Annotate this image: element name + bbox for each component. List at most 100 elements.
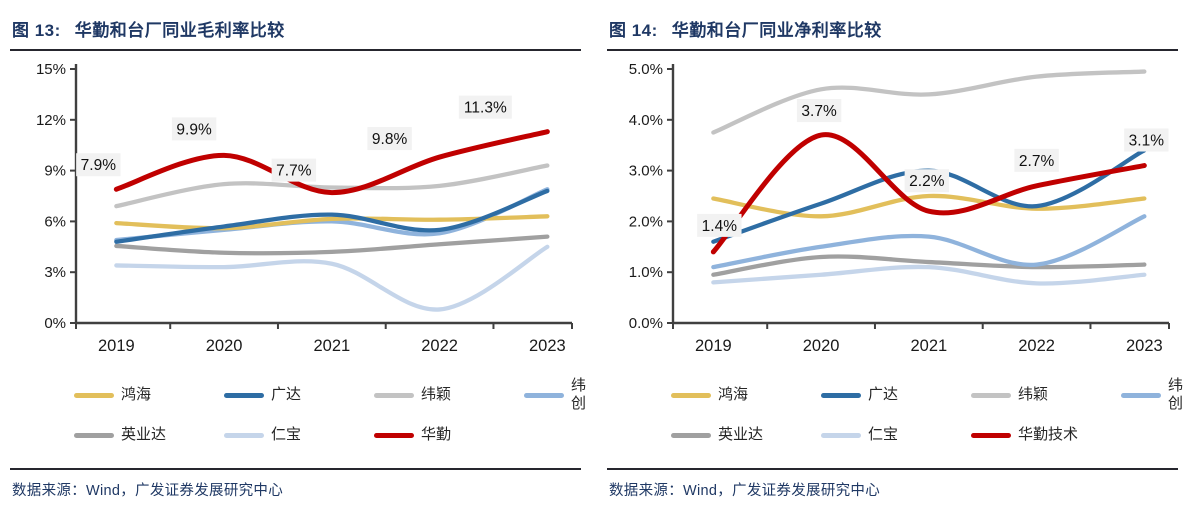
gross-margin-chart-legend: 鸿海 广达 纬颖 纬创英业达 仁宝 华勤 [10,377,586,444]
figure-13-title: 图 13: 华勤和台厂同业毛利率比较 [10,12,581,51]
y-tick-label: 0% [44,315,66,332]
legend-swatch-icon [821,432,861,438]
series-line-广达 [114,188,550,244]
y-tick-label: 5.0% [629,61,663,78]
legend-item-纬创: 纬创 [524,377,586,413]
data-label: 9.8% [372,131,408,148]
legend-label: 鸿海 [121,386,152,403]
legend-label: 鸿海 [718,386,749,403]
data-label-box [697,213,742,237]
data-label: 11.3% [464,100,507,117]
net-margin-line-chart: 0.0% 1.0% 2.0% 3.0% 4.0% 5.0% 2019 2020 2021 2022… [629,61,1170,355]
legend-swatch-icon [671,392,711,398]
x-tick-label: 2023 [529,337,566,355]
data-label-box [271,158,317,182]
figure-14-title-text: 华勤和台厂同业净利率比较 [671,21,882,40]
series-line-英业达 [711,254,1147,277]
data-label-box [171,117,217,141]
x-tick-label: 2021 [313,337,350,355]
legend-item-仁宝: 仁宝 [821,426,971,444]
data-source-left: 数据来源：Wind，广发证券发展研究中心 [10,468,581,500]
legend-swatch-icon [524,392,564,398]
figure-13-number: 图 13: [12,21,61,40]
data-source-left-text: 数据来源：Wind，广发证券发展研究中心 [12,483,284,499]
data-label-box [1014,148,1059,172]
data-label: 1.4% [702,218,738,235]
legend-label: 华勤技术 [1018,426,1079,443]
y-tick-label: 3.0% [629,163,663,180]
y-tick-label: 15% [36,61,66,78]
legend-label: 英业达 [718,426,764,443]
x-tick-label: 2019 [695,337,732,355]
legend-label: 英业达 [121,426,167,443]
legend-item-华勤: 华勤 [374,426,524,444]
x-tick-label: 2019 [98,337,135,355]
data-label-box [76,153,121,177]
y-tick-label: 3% [44,264,66,281]
data-label: 3.7% [801,103,837,120]
legend-item-英业达: 英业达 [671,426,821,444]
y-tick-label: 0.0% [629,315,663,332]
x-tick-label: 2020 [206,337,243,355]
data-label: 2.2% [909,173,945,190]
legend-item-纬颖: 纬颖 [374,377,524,413]
data-label: 3.1% [1129,133,1165,150]
legend-item-广达: 广达 [821,377,971,413]
legend-label: 广达 [868,386,899,403]
series-line-鸿海 [711,193,1147,219]
legend-item-鸿海: 鸿海 [74,377,224,413]
legend-item-纬颖: 纬颖 [971,377,1121,413]
legend-item-英业达: 英业达 [74,426,224,444]
legend-swatch-icon [971,432,1011,438]
y-tick-label: 1.0% [629,264,663,281]
legend-label: 广达 [271,386,302,403]
data-label: 7.9% [81,157,117,174]
series-line-纬颖 [114,163,550,209]
x-tick-label: 2021 [910,337,947,355]
y-tick-label: 12% [36,112,66,129]
legend-swatch-icon [671,432,711,438]
y-tick-label: 2.0% [629,213,663,230]
y-tick-label: 4.0% [629,112,663,129]
legend-item-纬创: 纬创 [1121,377,1183,413]
figure-14-title: 图 14: 华勤和台厂同业净利率比较 [607,12,1178,51]
series-line-纬颖 [711,69,1147,135]
legend-swatch-icon [224,392,264,398]
series-line-华勤技术 [710,132,1147,255]
series-line-纬创 [711,214,1147,270]
series-line-英业达 [114,234,550,256]
legend-item-仁宝: 仁宝 [224,426,374,444]
panel-net-margin: 图 14: 华勤和台厂同业净利率比较 0.0% 1.0% 2.0% 3.0% 4.0% 5.… [607,12,1183,500]
legend-swatch-icon [224,432,264,438]
legend-swatch-icon [821,392,861,398]
figure-14-number: 图 14: [609,21,658,40]
legend-swatch-icon [971,392,1011,398]
legend-label: 纬创 [571,377,587,412]
legend-label: 纬创 [1168,377,1184,412]
figure-13-title-text: 华勤和台厂同业毛利率比较 [74,21,285,40]
legend-label: 仁宝 [868,426,899,443]
legend-swatch-icon [1121,392,1161,398]
x-tick-label: 2020 [803,337,840,355]
data-source-right-text: 数据来源：Wind，广发证券发展研究中心 [609,483,881,499]
data-source-right: 数据来源：Wind，广发证券发展研究中心 [607,468,1178,500]
gross-margin-line-chart: 0% 3% 6% 9% 12% 15% 2019 2020 2021 2022 2023 7.9% 9.… [36,61,573,355]
series-line-仁宝 [711,264,1147,286]
series-line-仁宝 [114,244,550,312]
data-label-box [904,169,950,193]
y-tick-label: 6% [44,213,66,230]
legend-label: 纬颖 [1018,386,1049,403]
x-tick-label: 2022 [1018,337,1055,355]
data-label: 2.7% [1019,153,1055,170]
x-tick-label: 2022 [421,337,458,355]
legend-item-鸿海: 鸿海 [671,377,821,413]
legend-item-广达: 广达 [224,377,374,413]
panel-gross-margin: 图 13: 华勤和台厂同业毛利率比较 0% 3% 6% 9% 12% 15% 2019 2020… [10,12,586,500]
data-label: 9.9% [176,121,212,138]
legend-label: 仁宝 [271,426,302,443]
y-tick-label: 9% [44,163,66,180]
legend-label: 华勤 [421,426,452,443]
data-label-box [458,95,512,119]
legend-swatch-icon [374,392,414,398]
